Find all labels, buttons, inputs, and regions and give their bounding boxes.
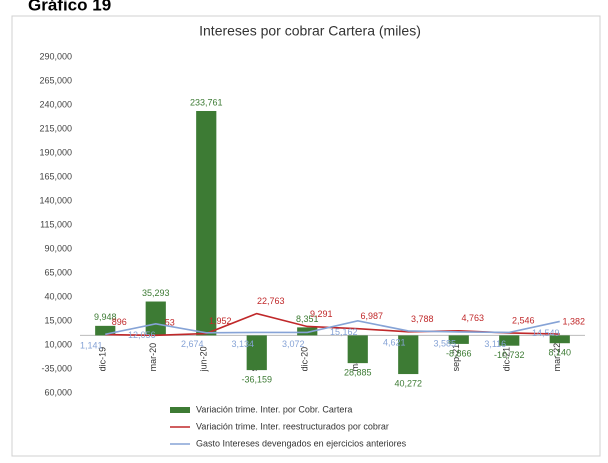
data-label: 1,382 — [562, 316, 585, 326]
data-label: 28,885 — [344, 368, 372, 378]
data-label: 233,761 — [190, 97, 223, 107]
x-tick-label: dic-20 — [300, 347, 310, 372]
bar — [347, 335, 368, 364]
y-tick-label: 215,000 — [39, 123, 72, 133]
legend-label: Variación trime. Inter. por Cobr. Carter… — [196, 404, 352, 414]
chart-frame — [11, 15, 601, 457]
bar — [95, 325, 116, 336]
legend-label: Gasto Intereses devengados en ejercicios… — [196, 438, 407, 448]
legend-label: Variación trime. Inter. reestructurados … — [196, 421, 389, 431]
y-tick-label: 115,000 — [40, 219, 72, 229]
bar — [398, 335, 419, 375]
data-label: 8,351 — [296, 314, 319, 324]
x-tick-label: jun-20 — [199, 346, 209, 372]
data-label: 12,056 — [128, 330, 156, 340]
bar — [448, 335, 469, 344]
x-tick-label: sep-21 — [451, 344, 461, 372]
bar — [499, 335, 520, 346]
data-label: 2,674 — [181, 339, 204, 349]
data-label: 3,134 — [231, 339, 254, 349]
y-tick-label: 60,000 — [44, 387, 72, 397]
data-label: 9,291 — [310, 309, 333, 319]
data-label: 9,948 — [94, 312, 117, 322]
y-tick-label: 140,000 — [39, 195, 72, 205]
data-label: 1,141 — [80, 341, 103, 351]
legend-swatch — [170, 407, 190, 413]
bar — [145, 301, 166, 336]
y-tick-label: 265,000 — [39, 75, 72, 85]
y-tick-label: 10,000 — [44, 339, 72, 349]
y-tick-label: 240,000 — [39, 99, 72, 109]
data-label: 3,116 — [484, 339, 506, 349]
y-tick-label: 15,000 — [44, 315, 72, 325]
data-label: 40,272 — [394, 378, 422, 388]
y-tick-label: -35,000 — [41, 363, 72, 373]
data-label: 1,952 — [209, 316, 232, 326]
y-tick-label: 40,000 — [44, 291, 72, 301]
data-label: 3,585 — [433, 338, 456, 348]
data-label: 14,549 — [532, 328, 560, 338]
header: Gráfico 19 — [28, 0, 111, 14]
y-tick-label: 190,000 — [39, 147, 72, 157]
chart-title: Intereses por cobrar Cartera (miles) — [199, 23, 421, 39]
data-label: 53 — [165, 318, 175, 328]
data-label: 22,763 — [257, 296, 285, 306]
bar — [297, 327, 318, 336]
data-label: 3,072 — [282, 339, 305, 349]
data-label: 6,987 — [360, 311, 383, 321]
data-label: -10,732 — [494, 350, 525, 360]
data-label: 35,293 — [142, 288, 170, 298]
data-label: -36,159 — [241, 374, 272, 384]
y-tick-label: 165,000 — [39, 171, 72, 181]
y-tick-label: 65,000 — [44, 267, 72, 277]
data-label: -8,866 — [446, 348, 472, 358]
x-tick-label: mar-20 — [148, 343, 158, 372]
bar — [246, 335, 267, 371]
y-tick-label: 290,000 — [39, 51, 72, 61]
data-label: 896 — [112, 317, 127, 327]
x-tick-label: dic-21 — [502, 347, 512, 372]
data-label: 3,788 — [411, 314, 434, 324]
data-label: 4,763 — [461, 313, 484, 323]
data-label: 15,162 — [330, 327, 358, 337]
data-label: 4,621 — [383, 337, 406, 347]
data-label: 2,546 — [512, 315, 535, 325]
bar — [196, 110, 217, 336]
bar — [549, 335, 570, 344]
data-label: 8,140 — [548, 348, 571, 358]
x-tick-label: mar-22 — [552, 343, 562, 372]
y-tick-label: 90,000 — [44, 243, 72, 253]
x-tick-label: dic-19 — [98, 347, 108, 372]
line — [105, 320, 560, 336]
